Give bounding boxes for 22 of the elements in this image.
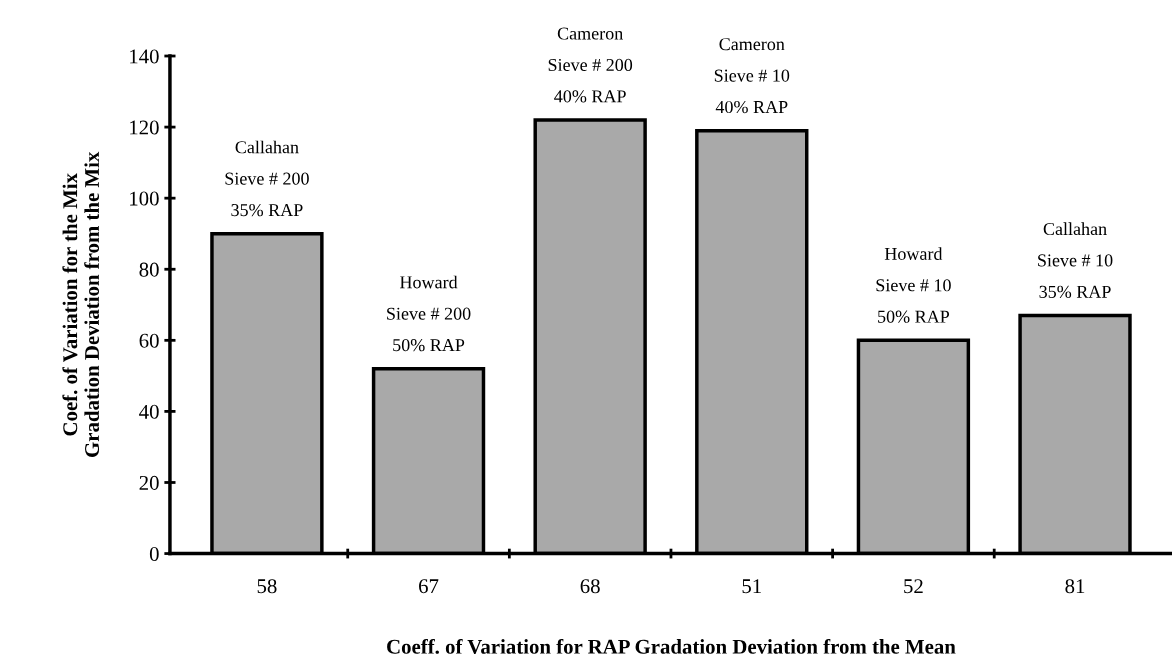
y-tick-label: 140 bbox=[130, 49, 159, 64]
x-tick-label: 67 bbox=[419, 579, 439, 594]
x-tick-label: 58 bbox=[257, 579, 277, 594]
annotation: Howard Sieve # 200 50% RAP bbox=[387, 275, 471, 352]
y-tick-label: 120 bbox=[130, 120, 159, 135]
x-tick-label: 52 bbox=[904, 579, 923, 594]
y-axis-title: Coef. of Variation for the Mix Gradation Deviation from the Mix bbox=[62, 151, 100, 457]
x-tick-label: 68 bbox=[580, 579, 600, 594]
y-tick-label: 20 bbox=[139, 475, 159, 490]
y-tick-label: 100 bbox=[130, 191, 159, 206]
x-tick-label: 81 bbox=[1065, 579, 1085, 594]
x-axis-title: Coeff. of Variation for RAP Gradation Deviation from the Mean bbox=[387, 638, 956, 654]
annotation: Cameron Sieve # 10 40% RAP bbox=[714, 38, 790, 114]
annotation: Cameron Sieve # 200 40% RAP bbox=[548, 27, 633, 103]
y-tick-label: 80 bbox=[139, 262, 159, 277]
x-tick-label: 51 bbox=[742, 579, 761, 594]
annotation: Callahan Sieve # 10 35% RAP bbox=[1038, 222, 1113, 298]
y-tick-label: 60 bbox=[139, 333, 159, 348]
y-tick-label: 0 bbox=[149, 546, 159, 561]
annotation: Howard Sieve # 10 50% RAP bbox=[876, 247, 951, 323]
annotation: Callahan Sieve # 200 35% RAP bbox=[225, 140, 309, 217]
y-tick-label: 40 bbox=[139, 404, 159, 419]
